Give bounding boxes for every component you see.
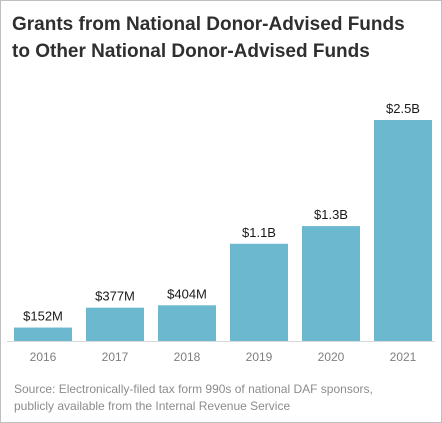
source-line-2: publicly available from the Internal Rev… — [14, 399, 291, 413]
x-tick-label-2016: 2016 — [30, 350, 57, 364]
bar-2020 — [302, 226, 360, 341]
bar-2021 — [374, 120, 432, 341]
data-label-2018: $404M — [167, 286, 207, 301]
chart-title-line-2: to Other National Donor-Advised Funds — [12, 41, 370, 62]
source-line-1: Source: Electronically-filed tax form 99… — [14, 382, 373, 396]
data-label-2021: $2.5B — [386, 101, 420, 116]
source-note: Source: Electronically-filed tax form 99… — [14, 381, 434, 415]
x-tick-label-2019: 2019 — [246, 350, 273, 364]
data-label-2019: $1.1B — [242, 225, 276, 240]
x-tick-label-2017: 2017 — [102, 350, 129, 364]
x-tick-label-2018: 2018 — [174, 350, 201, 364]
data-label-2017: $377M — [95, 289, 135, 304]
bar-2018 — [158, 305, 216, 341]
bar-2017 — [86, 307, 144, 341]
x-tick-label-2021: 2021 — [390, 350, 417, 364]
chart-title: Grants from National Donor-Advised Funds… — [12, 11, 432, 65]
data-label-2020: $1.3B — [314, 207, 348, 222]
chart-title-line-1: Grants from National Donor-Advised Funds — [12, 14, 405, 35]
bar-2019 — [230, 243, 288, 341]
data-label-2016: $152M — [23, 309, 63, 324]
bar-2016 — [14, 327, 72, 341]
x-tick-label-2020: 2020 — [318, 350, 345, 364]
